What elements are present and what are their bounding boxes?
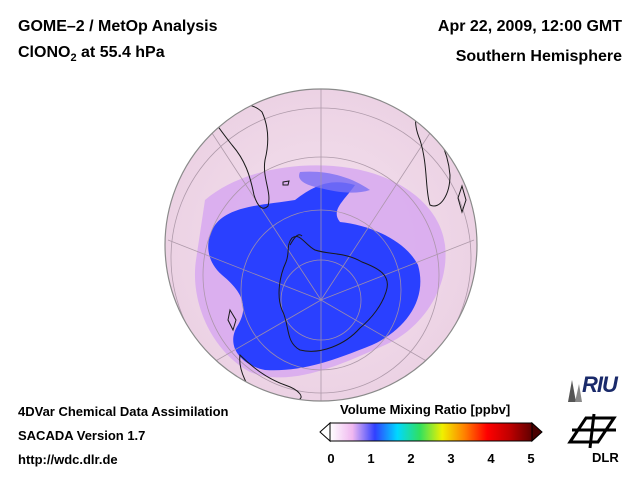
- riu-logo-icon: [568, 380, 582, 402]
- colorbar-tick: 2: [407, 451, 415, 466]
- website-link[interactable]: http://wdc.dlr.de: [18, 452, 118, 467]
- south-america-coast: [204, 102, 270, 209]
- method-label: 4DVar Chemical Data Assimilation: [18, 404, 229, 419]
- colorbar-tick: 5: [527, 451, 535, 466]
- graticule: [167, 89, 475, 401]
- version-label: SACADA Version 1.7: [18, 428, 146, 443]
- colorbar-high-arrow: [531, 421, 543, 443]
- product-title: GOME–2 / MetOp Analysis: [18, 18, 218, 35]
- colorbar-gradient: [329, 422, 533, 442]
- colorbar-tick: 1: [367, 451, 375, 466]
- colorbar: [319, 421, 543, 443]
- colorbar-title: Volume Mixing Ratio [ppbv]: [340, 402, 511, 417]
- dlr-logo-text: DLR: [592, 450, 619, 465]
- colorbar-tick: 0: [327, 451, 335, 466]
- globe-outline: [164, 88, 478, 402]
- colorbar-low-arrow: [319, 421, 331, 443]
- riu-logo-text: RIU: [582, 372, 618, 397]
- antarctica-coast: [278, 236, 388, 352]
- colorbar-tick: 4: [487, 451, 495, 466]
- region-label: Southern Hemisphere: [455, 48, 622, 65]
- analysis-datetime: Apr 22, 2009, 12:00 GMT: [437, 18, 622, 35]
- low-vmr-filament: [299, 171, 370, 193]
- species-label: ClONO2 at 55.4 hPa: [18, 44, 165, 65]
- colorbar-tick: 3: [447, 451, 455, 466]
- madagascar: [457, 184, 467, 214]
- australia-coast: [239, 353, 302, 401]
- antarctic-peninsula: [289, 234, 303, 246]
- dlr-logo-icon: [567, 413, 617, 449]
- falklands: [282, 180, 290, 186]
- new-zealand: [227, 308, 237, 332]
